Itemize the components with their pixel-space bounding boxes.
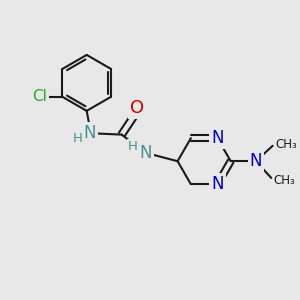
Text: CH₃: CH₃ <box>274 174 295 187</box>
Text: N: N <box>211 129 224 147</box>
Text: H: H <box>128 140 138 153</box>
Text: Cl: Cl <box>32 89 47 104</box>
Text: CH₃: CH₃ <box>275 138 297 151</box>
Text: N: N <box>250 152 262 170</box>
Text: N: N <box>139 144 152 162</box>
Text: N: N <box>211 175 224 193</box>
Text: H: H <box>73 132 82 145</box>
Text: O: O <box>130 99 144 117</box>
Text: N: N <box>83 124 96 142</box>
